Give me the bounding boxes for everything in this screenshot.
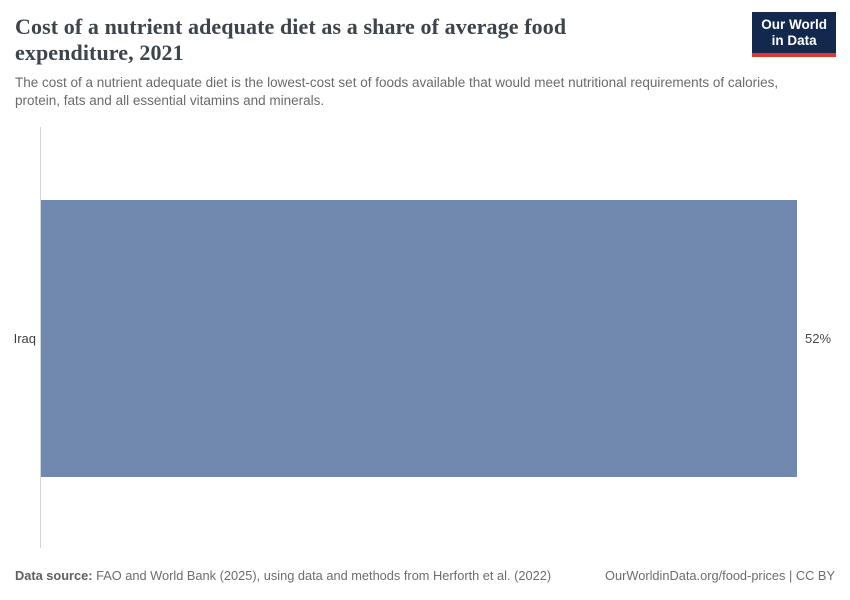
bar-track: [41, 200, 797, 477]
data-source-text: FAO and World Bank (2025), using data an…: [96, 568, 552, 583]
bar-iraq[interactable]: [41, 200, 797, 477]
chart-title: Cost of a nutrient adequate diet as a sh…: [15, 14, 567, 65]
y-axis-line: [40, 127, 41, 548]
footer-url-license-link[interactable]: OurWorldinData.org/food-prices | CC BY: [605, 568, 835, 583]
entity-label-iraq: Iraq: [13, 331, 36, 346]
chart-footer: Data source: FAO and World Bank (2025), …: [15, 568, 835, 584]
data-source-label: Data source:: [15, 568, 93, 583]
owid-logo-line2: in Data: [771, 33, 817, 48]
data-source-note: Data source: FAO and World Bank (2025), …: [15, 568, 551, 584]
owid-logo-line1: Our World: [761, 17, 827, 32]
owid-logo[interactable]: Our World in Data: [752, 12, 836, 57]
value-label-iraq: 52%: [805, 331, 832, 346]
chart-subtitle: The cost of a nutrient adequate diet is …: [15, 75, 779, 108]
